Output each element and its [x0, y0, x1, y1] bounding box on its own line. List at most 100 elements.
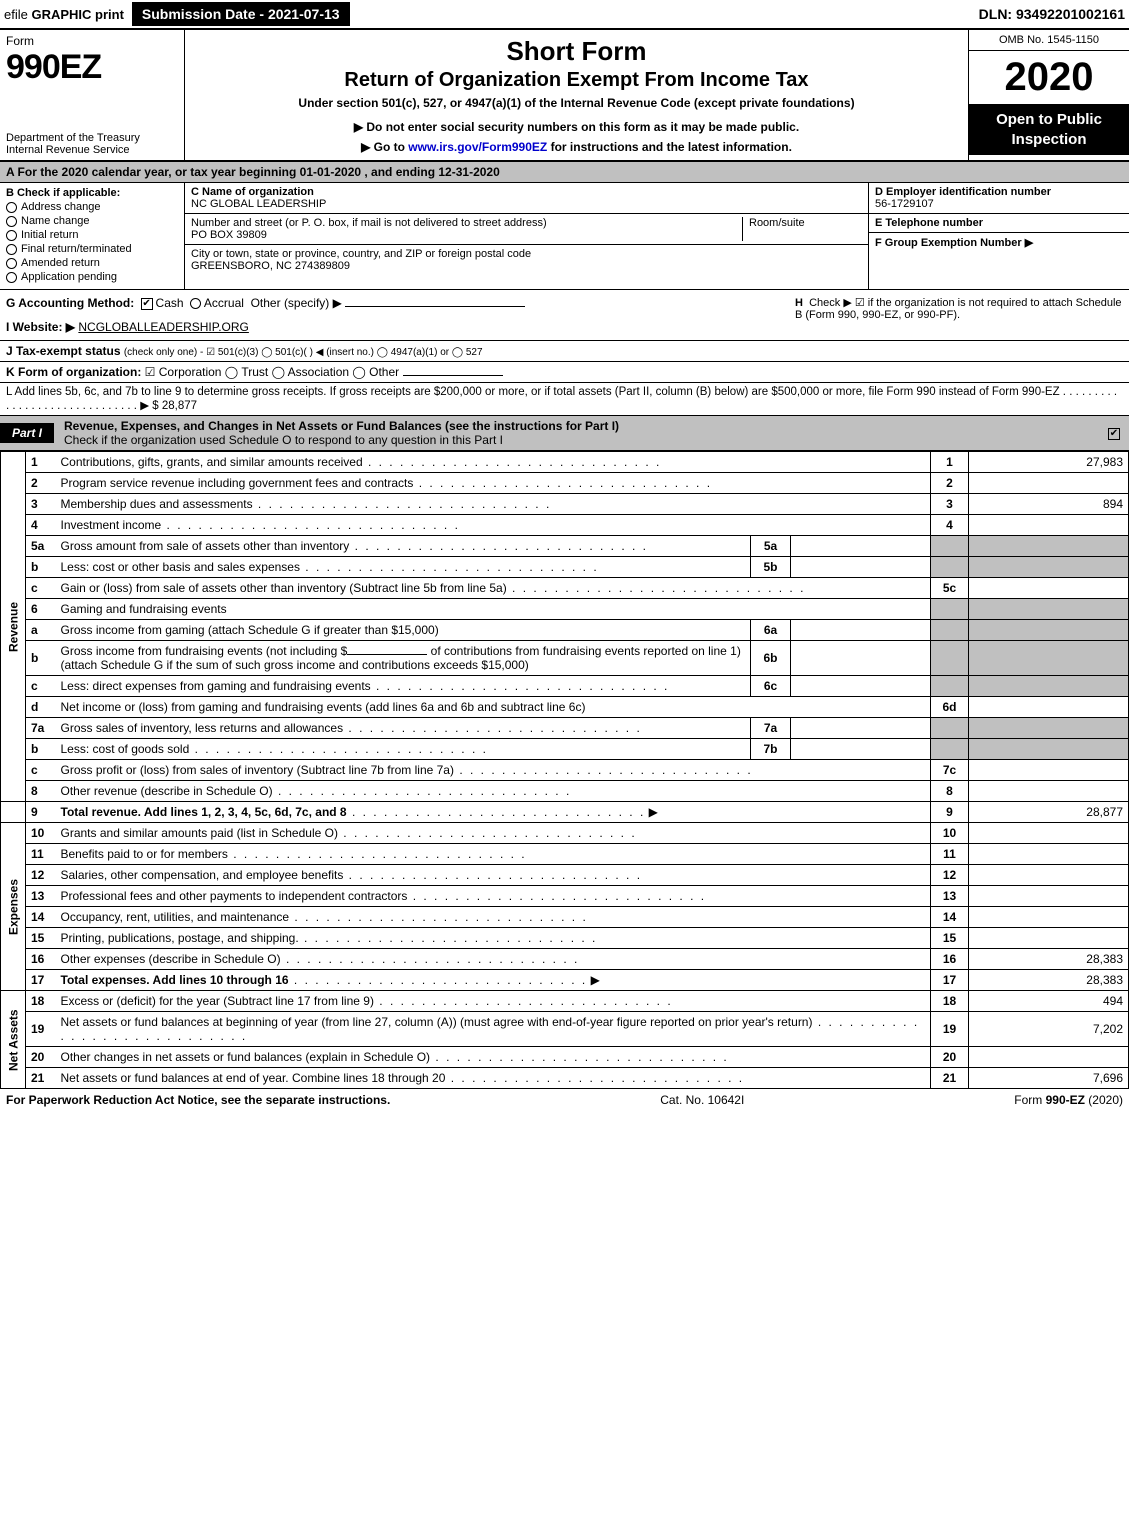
- g-other: Other (specify) ▶: [251, 296, 342, 310]
- l18-amt: 494: [969, 991, 1129, 1012]
- check-icon: [1108, 428, 1120, 440]
- row-gh: G Accounting Method: Cash Accrual Other …: [0, 290, 1129, 341]
- l7c-num: c: [26, 760, 56, 781]
- agency-block: Department of the Treasury Internal Reve…: [6, 132, 178, 156]
- g-accrual: Accrual: [204, 296, 244, 310]
- l5b-ln-shade: [931, 557, 969, 578]
- g-other-line[interactable]: [345, 306, 525, 307]
- l14-ln: 14: [931, 907, 969, 928]
- line-5b: b Less: cost or other basis and sales ex…: [1, 557, 1129, 578]
- goto-post: for instructions and the latest informat…: [547, 140, 792, 154]
- goto-pre: ▶ Go to: [361, 140, 408, 154]
- b-opt-0: Address change: [21, 201, 101, 213]
- l5c-desc: Gain or (loss) from sale of assets other…: [56, 578, 931, 599]
- row-l: L Add lines 5b, 6c, and 7b to line 9 to …: [0, 383, 1129, 416]
- part-1-header: Part I Revenue, Expenses, and Changes in…: [0, 416, 1129, 451]
- line-6d: d Net income or (loss) from gaming and f…: [1, 697, 1129, 718]
- line-16: 16 Other expenses (describe in Schedule …: [1, 949, 1129, 970]
- l6-amt-shade: [969, 599, 1129, 620]
- l19-ln: 19: [931, 1012, 969, 1047]
- l19-amt: 7,202: [969, 1012, 1129, 1047]
- col-b: B Check if applicable: Address change Na…: [0, 183, 185, 289]
- side-spacer: [1, 802, 26, 823]
- website-link[interactable]: NCGLOBALLEADERSHIP.ORG: [78, 320, 249, 334]
- note-ssn: ▶ Do not enter social security numbers o…: [193, 120, 960, 134]
- h-text: Check ▶ ☑ if the organization is not req…: [795, 297, 1122, 321]
- l6c-amt-shade: [969, 676, 1129, 697]
- l7a-sub: 7a: [751, 718, 791, 739]
- l13-num: 13: [26, 886, 56, 907]
- line-20: 20 Other changes in net assets or fund b…: [1, 1047, 1129, 1068]
- l16-desc: Other expenses (describe in Schedule O): [56, 949, 931, 970]
- line-9: 9 Total revenue. Add lines 1, 2, 3, 4, 5…: [1, 802, 1129, 823]
- l2-desc: Program service revenue including govern…: [56, 473, 931, 494]
- omb-number: OMB No. 1545-1150: [969, 30, 1129, 51]
- irs-link[interactable]: www.irs.gov/Form990EZ: [408, 140, 547, 154]
- b-opt-final-return[interactable]: Final return/terminated: [6, 243, 178, 255]
- l5a-subval: [791, 536, 931, 557]
- note-goto: ▶ Go to www.irs.gov/Form990EZ for instru…: [193, 140, 960, 154]
- l11-ln: 11: [931, 844, 969, 865]
- l5a-amt-shade: [969, 536, 1129, 557]
- checkbox-icon: [6, 272, 17, 283]
- l5a-desc: Gross amount from sale of assets other t…: [56, 536, 751, 557]
- l7c-ln: 7c: [931, 760, 969, 781]
- line-6: 6 Gaming and fundraising events: [1, 599, 1129, 620]
- l9-amt: 28,877: [969, 802, 1129, 823]
- part-1-check[interactable]: [1105, 426, 1129, 440]
- open-public: Open to Public Inspection: [969, 104, 1129, 155]
- l6a-sub: 6a: [751, 620, 791, 641]
- line-13: 13 Professional fees and other payments …: [1, 886, 1129, 907]
- l1-ln: 1: [931, 452, 969, 473]
- l6c-subval: [791, 676, 931, 697]
- efile-print[interactable]: print: [95, 7, 124, 22]
- l6b-d1: Gross income from fundraising events (no…: [61, 644, 348, 658]
- l6d-desc: Net income or (loss) from gaming and fun…: [56, 697, 931, 718]
- b-opt-address-change[interactable]: Address change: [6, 201, 178, 213]
- c-addr-row: Number and street (or P. O. box, if mail…: [185, 214, 868, 245]
- l5a-ln-shade: [931, 536, 969, 557]
- l5c-num: c: [26, 578, 56, 599]
- d-label: D Employer identification number: [875, 186, 1123, 198]
- checkbox-icon: [6, 202, 17, 213]
- l12-num: 12: [26, 865, 56, 886]
- c-room: Room/suite: [742, 217, 862, 241]
- l6c-sub: 6c: [751, 676, 791, 697]
- block-bcdef: B Check if applicable: Address change Na…: [0, 183, 1129, 290]
- l5b-sub: 5b: [751, 557, 791, 578]
- d-value: 56-1729107: [875, 198, 1123, 210]
- b-opt-initial-return[interactable]: Initial return: [6, 229, 178, 241]
- k-other-line[interactable]: [403, 375, 503, 376]
- l7a-num: 7a: [26, 718, 56, 739]
- form-word: Form: [6, 34, 178, 48]
- l6a-amt-shade: [969, 620, 1129, 641]
- l17-num: 17: [26, 970, 56, 991]
- l6a-num: a: [26, 620, 56, 641]
- l6c-desc: Less: direct expenses from gaming and fu…: [56, 676, 751, 697]
- l18-ln: 18: [931, 991, 969, 1012]
- l6b-blank[interactable]: [347, 654, 427, 655]
- l6a-ln-shade: [931, 620, 969, 641]
- col-def: D Employer identification number 56-1729…: [869, 183, 1129, 289]
- line-15: 15 Printing, publications, postage, and …: [1, 928, 1129, 949]
- k-label: K Form of organization:: [6, 365, 141, 379]
- radio-icon[interactable]: [190, 298, 201, 309]
- l3-desc: Membership dues and assessments: [56, 494, 931, 515]
- l6b-amt-shade: [969, 641, 1129, 676]
- c-addr-label: Number and street (or P. O. box, if mail…: [191, 217, 742, 229]
- l11-amt: [969, 844, 1129, 865]
- j-label: J Tax-exempt status: [6, 344, 121, 358]
- checkbox-icon: [6, 230, 17, 241]
- l5b-num: b: [26, 557, 56, 578]
- b-opt-name-change[interactable]: Name change: [6, 215, 178, 227]
- part-1-title: Revenue, Expenses, and Changes in Net As…: [64, 416, 1105, 450]
- b-opt-application-pending[interactable]: Application pending: [6, 271, 178, 283]
- line-6b: b Gross income from fundraising events (…: [1, 641, 1129, 676]
- line-7c: c Gross profit or (loss) from sales of i…: [1, 760, 1129, 781]
- check-cash-icon[interactable]: [141, 298, 153, 310]
- l14-desc: Occupancy, rent, utilities, and maintena…: [56, 907, 931, 928]
- l20-num: 20: [26, 1047, 56, 1068]
- title-short-form: Short Form: [193, 36, 960, 67]
- header-right: OMB No. 1545-1150 2020 Open to Public In…: [969, 30, 1129, 160]
- b-opt-amended[interactable]: Amended return: [6, 257, 178, 269]
